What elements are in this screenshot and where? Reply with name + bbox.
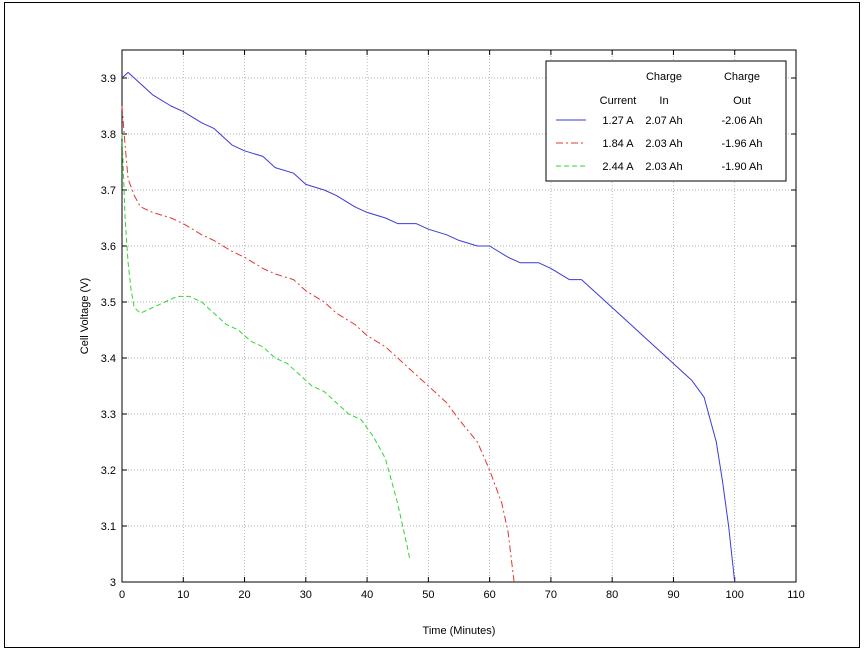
legend-current-1-27a: 1.27 A [602,115,634,127]
x-tick-label: 40 [361,589,373,601]
legend-header-charge-out-top: Charge [724,71,760,83]
legend-header-charge-in-top: Charge [646,71,682,83]
x-tick-label: 30 [300,589,312,601]
y-tick-label: 3.4 [101,353,116,365]
y-axis-label: Cell Voltage (V) [79,278,91,354]
legend-charge-out-2-44a: -1.90 Ah [722,161,763,173]
x-tick-label: 0 [119,589,125,601]
x-axis-label: Time (Minutes) [423,625,496,637]
y-tick-label: 3.1 [101,521,116,533]
legend-header-current: Current [600,95,637,107]
series-line-1-27a [121,71,736,583]
legend-header-charge-out: Out [733,95,751,107]
y-tick-label: 3.7 [101,185,116,197]
y-tick-label: 3.5 [101,297,116,309]
legend-current-2-44a: 2.44 A [602,161,634,173]
x-tick-label: 50 [422,589,434,601]
x-tick-label: 10 [177,589,189,601]
legend-charge-in-1-27a: 2.07 Ah [645,115,682,127]
y-tick-label: 3.8 [101,129,116,141]
series-line-2-44a [121,133,411,560]
tick-marks [121,50,797,583]
y-tick-label: 3.9 [101,73,116,85]
plot-area [121,49,797,583]
x-tick-label: 90 [667,589,679,601]
series-lines [121,71,736,583]
legend-header-charge-in: In [659,95,668,107]
legend-box [545,60,787,182]
x-tick-label: 80 [606,589,618,601]
series-line-1-84a [121,105,515,583]
y-tick-label: 3.6 [101,241,116,253]
y-tick-label: 3.2 [101,465,116,477]
legend-current-1-84a: 1.84 A [602,138,634,150]
x-tick-label: 110 [787,589,805,601]
legend-charge-in-1-84a: 2.03 Ah [645,138,682,150]
legend-charge-out-1-27a: -2.06 Ah [722,115,763,127]
x-tick-label: 70 [545,589,557,601]
x-tick-label: 20 [238,589,250,601]
y-tick-label: 3.3 [101,409,116,421]
legend-charge-in-2-44a: 2.03 Ah [645,161,682,173]
y-tick-label: 3 [110,577,116,589]
legend: Charge Charge Current In Out 1.27 A 2.07… [545,60,787,182]
legend-charge-out-1-84a: -1.96 Ah [722,138,763,150]
x-tick-label: 60 [484,589,496,601]
x-tick-label: 100 [726,589,744,601]
